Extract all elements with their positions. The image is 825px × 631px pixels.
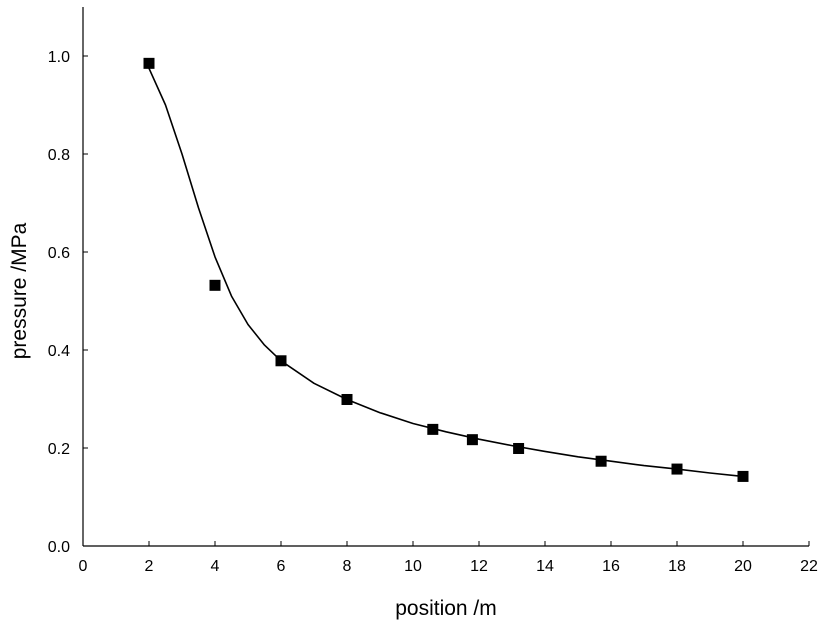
y-tick-label: 0.8	[48, 147, 70, 164]
x-tick-label: 10	[404, 558, 422, 575]
x-tick-label: 6	[277, 558, 286, 575]
x-tick-label: 12	[470, 558, 488, 575]
y-tick-label: 0.6	[48, 245, 70, 262]
x-tick-label: 18	[668, 558, 686, 575]
data-point	[466, 434, 478, 446]
axes	[82, 7, 809, 547]
data-point	[595, 455, 607, 467]
data-point	[427, 423, 439, 435]
series-layer	[143, 57, 749, 482]
x-tick-label: 22	[800, 558, 818, 575]
y-axis-label: pressure /MPa	[8, 222, 31, 359]
x-tick-label: 14	[536, 558, 554, 575]
y-tick-label: 1.0	[48, 49, 70, 66]
x-tick-label: 0	[79, 558, 88, 575]
fit-curve	[148, 67, 744, 478]
x-axis-label: position /m	[395, 597, 497, 620]
data-point	[143, 57, 155, 69]
y-tick-label: 0.0	[48, 539, 70, 556]
x-tick-label: 8	[343, 558, 352, 575]
data-point	[671, 463, 683, 475]
x-axis-ticks: 0 2 4 6 8 10 12 14 16 18 20 22	[79, 541, 818, 575]
x-tick-label: 16	[602, 558, 620, 575]
x-tick-label: 4	[211, 558, 220, 575]
y-axis-ticks: 0.0 0.2 0.4 0.6 0.8 1.0	[48, 49, 88, 556]
x-tick-label: 20	[734, 558, 752, 575]
data-point	[737, 470, 749, 482]
data-point	[513, 442, 525, 454]
y-tick-label: 0.2	[48, 441, 70, 458]
data-point	[209, 279, 221, 291]
data-point	[275, 355, 287, 367]
y-tick-label: 0.4	[48, 343, 70, 360]
data-point	[341, 393, 353, 405]
x-tick-label: 2	[145, 558, 154, 575]
